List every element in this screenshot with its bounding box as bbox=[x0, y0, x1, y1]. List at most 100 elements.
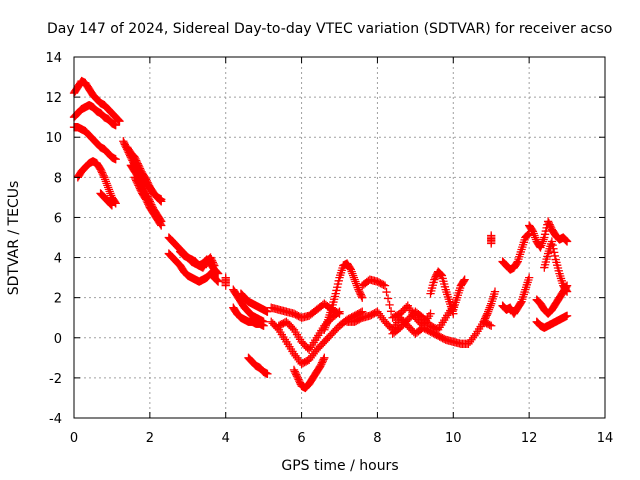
data-point bbox=[333, 279, 343, 289]
data-point bbox=[383, 294, 393, 303]
data-point bbox=[436, 269, 445, 279]
data-point bbox=[540, 233, 549, 242]
data-point bbox=[423, 326, 432, 335]
x-axis-label: GPS time / hours bbox=[281, 458, 398, 474]
data-point bbox=[562, 237, 572, 246]
data-point bbox=[408, 326, 417, 335]
data-point bbox=[135, 184, 145, 193]
x-tick-label: 10 bbox=[445, 431, 462, 446]
data-point bbox=[132, 156, 141, 165]
data-point bbox=[334, 276, 343, 285]
data-point bbox=[213, 269, 223, 278]
data-point bbox=[367, 310, 376, 320]
data-point bbox=[119, 137, 128, 146]
data-point bbox=[132, 176, 141, 185]
data-point bbox=[426, 321, 435, 330]
data-point bbox=[389, 312, 399, 322]
data-point bbox=[333, 283, 342, 292]
data-point bbox=[333, 308, 343, 318]
data-point bbox=[301, 342, 311, 351]
data-point bbox=[562, 287, 572, 296]
data-point bbox=[396, 323, 405, 332]
data-point bbox=[550, 251, 560, 261]
data-point bbox=[345, 264, 355, 273]
data-point bbox=[335, 307, 344, 316]
data-point bbox=[380, 281, 390, 290]
data-point bbox=[135, 162, 144, 172]
data-point bbox=[459, 276, 469, 285]
y-tick-label: 0 bbox=[54, 332, 62, 347]
data-point bbox=[157, 221, 166, 230]
data-point bbox=[156, 220, 165, 229]
y-tick-label: 8 bbox=[54, 171, 62, 186]
data-point bbox=[406, 312, 415, 321]
data-point bbox=[355, 288, 365, 298]
data-point bbox=[402, 303, 411, 312]
data-point bbox=[406, 324, 415, 334]
data-point bbox=[294, 311, 303, 321]
data-point bbox=[480, 315, 489, 325]
x-tick-label: 6 bbox=[297, 431, 305, 446]
data-point bbox=[212, 267, 221, 277]
data-point bbox=[318, 356, 327, 366]
data-point bbox=[549, 244, 558, 253]
data-point bbox=[374, 278, 384, 287]
data-point bbox=[290, 367, 299, 376]
data-point bbox=[436, 333, 446, 342]
data-point bbox=[209, 259, 218, 269]
plot-frame bbox=[73, 56, 606, 419]
data-point bbox=[318, 339, 327, 348]
data-point bbox=[561, 235, 570, 245]
data-point bbox=[321, 336, 330, 345]
data-point bbox=[317, 340, 326, 350]
data-point bbox=[221, 281, 230, 290]
x-tick-label: 2 bbox=[146, 431, 154, 446]
data-point bbox=[400, 318, 409, 328]
data-point bbox=[541, 226, 550, 236]
data-point bbox=[393, 311, 402, 320]
data-point bbox=[96, 165, 105, 174]
data-point bbox=[298, 339, 308, 348]
data-point bbox=[524, 273, 534, 282]
data-point bbox=[415, 318, 425, 327]
data-point bbox=[131, 154, 140, 164]
data-point bbox=[144, 180, 153, 189]
data-point bbox=[423, 318, 432, 327]
data-point bbox=[133, 159, 142, 168]
data-point bbox=[356, 290, 365, 299]
data-point bbox=[141, 175, 151, 184]
data-point bbox=[317, 360, 326, 369]
data-point bbox=[432, 324, 441, 334]
x-tick-label: 14 bbox=[597, 431, 614, 446]
data-point bbox=[288, 324, 297, 333]
data-point bbox=[512, 258, 522, 267]
data-point bbox=[332, 324, 341, 334]
data-point bbox=[303, 344, 312, 353]
data-point bbox=[420, 315, 429, 324]
data-point bbox=[111, 121, 120, 130]
data-point bbox=[421, 316, 431, 326]
data-point bbox=[107, 201, 117, 210]
data-point bbox=[119, 138, 129, 147]
data-point bbox=[97, 168, 107, 177]
data-point bbox=[292, 372, 302, 381]
data-point bbox=[479, 317, 488, 326]
data-point bbox=[132, 177, 142, 187]
data-point bbox=[385, 322, 394, 331]
data-point bbox=[399, 320, 408, 329]
data-point bbox=[289, 309, 299, 318]
data-point bbox=[523, 230, 532, 240]
data-point bbox=[144, 200, 153, 209]
data-point bbox=[391, 311, 400, 321]
data-point bbox=[320, 337, 329, 346]
data-point bbox=[107, 200, 116, 209]
data-point bbox=[373, 277, 382, 286]
x-tick-label: 4 bbox=[222, 431, 230, 446]
data-point bbox=[111, 155, 120, 164]
data-point bbox=[485, 320, 494, 330]
data-point bbox=[130, 153, 139, 162]
data-point bbox=[263, 369, 272, 379]
data-point bbox=[480, 314, 490, 323]
data-point bbox=[354, 285, 363, 294]
data-point bbox=[207, 255, 216, 264]
